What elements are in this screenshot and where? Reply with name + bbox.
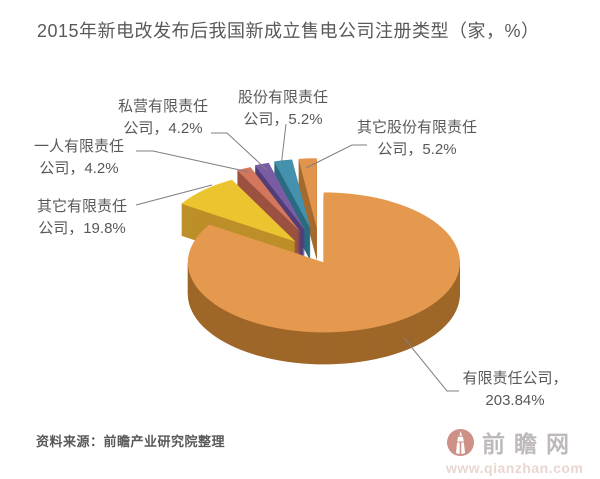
leader-line: [280, 123, 287, 168]
leader-line: [211, 132, 268, 171]
slice-label-youxian: 有限责任公司， 203.84%: [443, 368, 587, 412]
qianzhan-logo-icon: [446, 428, 475, 456]
pie-slice-0: [187, 192, 460, 333]
watermark-site-name: 前瞻网: [482, 431, 578, 457]
source-note: 资料来源：前瞻产业研究院整理: [36, 434, 226, 449]
slice-label-yiren: 一人有限责任 公司，4.2%: [18, 136, 140, 180]
slice-label-qita-gufen: 其它股份有限责任 公司，5.2%: [341, 117, 493, 161]
slice-label-line: 其它股份有限责任: [356, 119, 477, 136]
leader-line: [135, 184, 213, 206]
leader-line: [305, 144, 367, 169]
slice-label-gufen: 股份有限责任 公司，5.2%: [221, 87, 345, 131]
chart-title: 2015年新电改发布后我国新成立售电公司注册类型（家，%）: [37, 21, 540, 41]
pie-slice-2: [237, 167, 301, 233]
slice-label-line: 其它有限责任: [36, 198, 127, 215]
slice-label-line: 公司，5.2%: [377, 141, 457, 158]
slice-label-line: 203.84%: [485, 392, 545, 409]
leader-line: [136, 150, 250, 173]
slice-label-line: 公司，4.2%: [123, 120, 203, 137]
slice-label-line: 私营有限责任: [117, 98, 208, 115]
slice-label-line: 公司，5.2%: [243, 111, 323, 128]
slice-label-qita-youxian: 其它有限责任 公司，19.8%: [20, 196, 144, 240]
pie-slice-5: [298, 158, 317, 229]
slice-label-line: 有限责任公司，: [462, 370, 568, 387]
slice-label-line: 公司，19.8%: [38, 220, 126, 237]
leader-line: [403, 337, 459, 392]
qianzhan-watermark: 前瞻网 www.qianzhan.com: [446, 425, 596, 476]
slice-label-line: 股份有限责任: [237, 89, 328, 106]
slice-label-line: 一人有限责任: [33, 138, 124, 155]
slice-label-line: 公司，4.2%: [39, 160, 119, 177]
pie-slice-1: [181, 179, 296, 242]
slice-label-siying: 私营有限责任 公司，4.2%: [101, 96, 225, 140]
watermark-site-url: www.qianzhan.com: [446, 460, 584, 476]
pie-slice-3: [254, 162, 305, 231]
pie-slice-4: [274, 159, 311, 229]
